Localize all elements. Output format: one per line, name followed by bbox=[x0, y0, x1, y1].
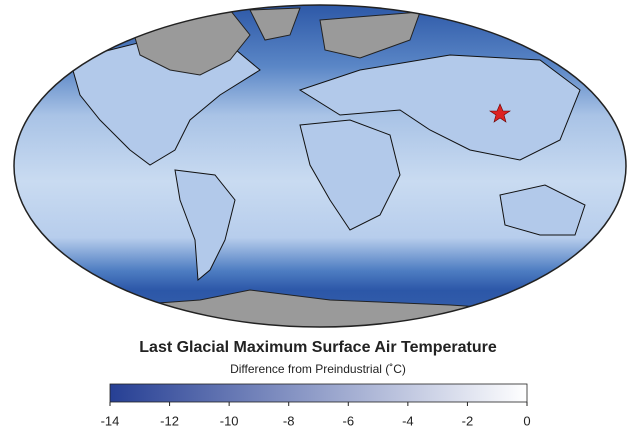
colorbar-tick-label: -4 bbox=[402, 413, 414, 428]
colorbar-tick-label: -10 bbox=[220, 413, 239, 428]
map bbox=[14, 5, 626, 327]
colorbar-tick-label: 0 bbox=[523, 413, 530, 428]
colorbar-tick-label: -12 bbox=[160, 413, 179, 428]
colorbar-tick-label: -2 bbox=[462, 413, 474, 428]
colorbar-tick-label: -8 bbox=[283, 413, 295, 428]
subtitle: Difference from Preindustrial (˚C) bbox=[230, 362, 406, 376]
site-marker bbox=[489, 103, 511, 123]
colorbar-tick-label: -14 bbox=[101, 413, 120, 428]
colorbar-tick-label: -6 bbox=[343, 413, 355, 428]
map-outline bbox=[13, 4, 627, 328]
colorbar bbox=[109, 383, 528, 403]
title: Last Glacial Maximum Surface Air Tempera… bbox=[139, 339, 497, 356]
